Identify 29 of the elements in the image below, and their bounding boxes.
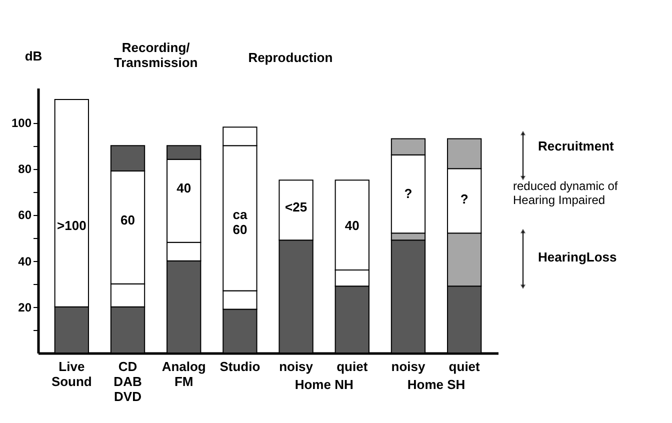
x-tick-label: Studio <box>220 359 260 374</box>
y-axis-title: dB <box>24 48 42 64</box>
annotation: ? <box>460 191 468 206</box>
text: HearingLoss <box>538 250 617 265</box>
annotation: ca 60 <box>232 207 248 238</box>
x-tick-label: noisy <box>391 359 426 374</box>
annotation: 60 <box>120 212 135 228</box>
text: Recruitment <box>538 138 615 154</box>
text: Home SH <box>407 377 466 392</box>
text: Home NH <box>294 377 354 392</box>
annotation: 40 <box>176 180 192 196</box>
annotation: ? <box>404 186 412 201</box>
y-tick-label: 60 <box>18 208 32 222</box>
y-tick-label: 100 <box>11 116 32 130</box>
text: reduced dynamic of Hearing Impaired <box>513 179 618 208</box>
annotation: 40 <box>344 218 360 233</box>
annotation: <25 <box>285 199 308 214</box>
y-tick-label: 20 <box>18 300 32 314</box>
annotation: >100 <box>57 218 86 233</box>
x-tick-label: quiet <box>448 359 481 374</box>
x-tick-label: Live Sound <box>51 359 92 389</box>
x-tick-label: CD DAB DVD <box>114 359 142 404</box>
text: Reproduction <box>248 50 333 65</box>
x-tick-label: quiet <box>336 359 368 374</box>
x-tick-label: noisy <box>279 359 314 374</box>
y-tick-label: 40 <box>18 254 32 268</box>
x-tick-label: Analog FM <box>162 359 206 389</box>
text: Recording/ Transmission <box>114 40 198 70</box>
y-tick-label: 80 <box>18 162 32 176</box>
